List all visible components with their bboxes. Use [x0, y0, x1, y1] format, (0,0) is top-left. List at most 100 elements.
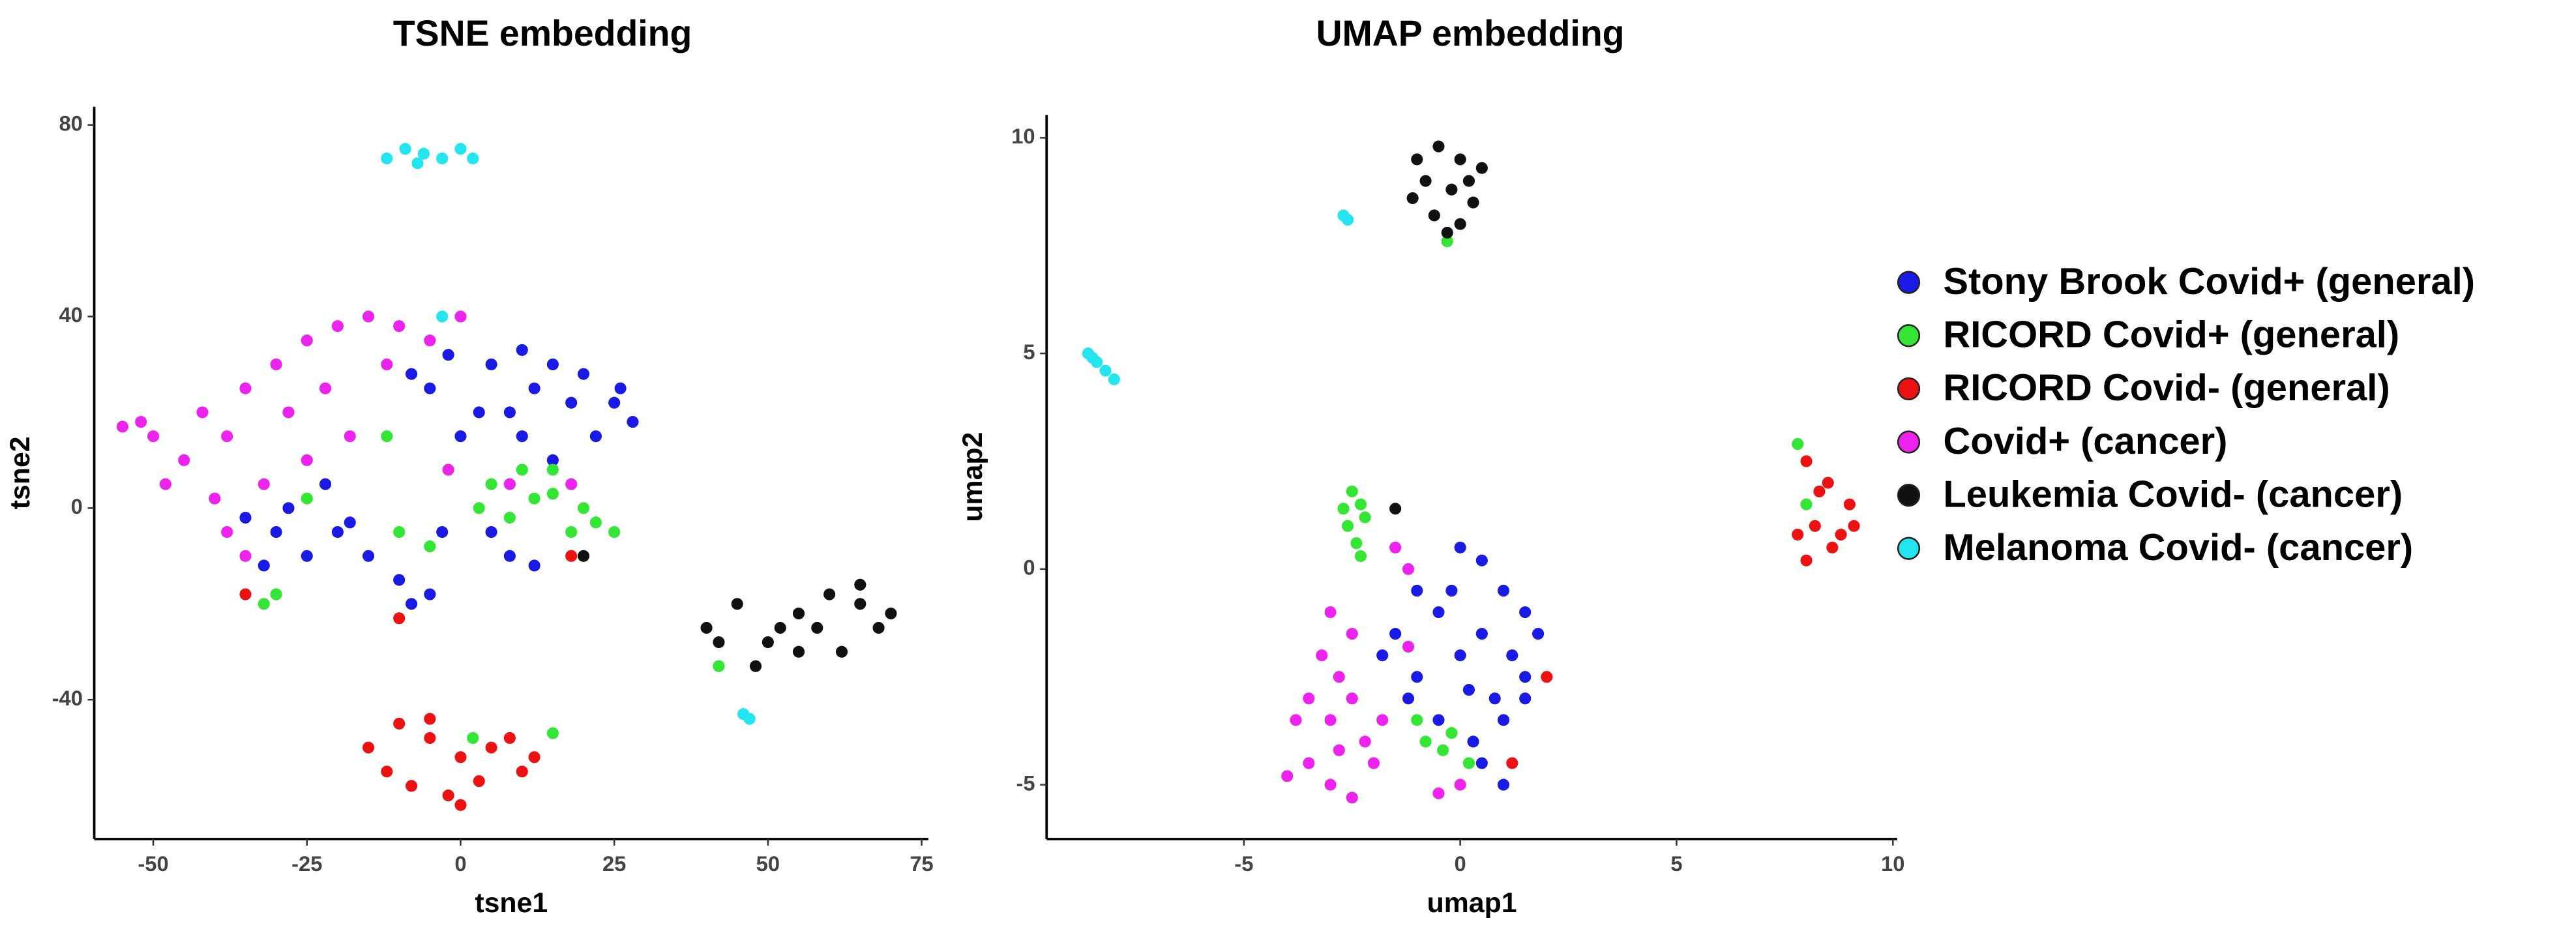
point: [546, 358, 559, 371]
point: [424, 713, 436, 725]
point: [1303, 757, 1315, 769]
point: [1354, 498, 1367, 510]
point: [424, 334, 436, 347]
x-tick-label: -5: [1234, 851, 1253, 876]
x-tick-label: 0: [1455, 851, 1466, 876]
point: [1342, 213, 1354, 226]
point: [436, 152, 449, 165]
point: [411, 157, 424, 170]
point: [528, 382, 540, 394]
point: [301, 550, 313, 562]
point: [528, 492, 540, 505]
point: [393, 574, 406, 586]
point: [1462, 175, 1475, 187]
point: [1359, 511, 1371, 524]
point: [1441, 226, 1453, 239]
point: [417, 147, 430, 160]
point: [473, 406, 485, 419]
point: [178, 454, 190, 466]
point: [546, 488, 559, 500]
point: [1333, 671, 1345, 683]
point: [454, 310, 467, 323]
point: [565, 550, 578, 562]
x-tick-label: -50: [138, 851, 168, 876]
point: [381, 430, 393, 443]
point: [1843, 498, 1856, 510]
point: [1350, 537, 1363, 550]
chart-title: TSNE embedding: [393, 13, 692, 53]
point: [239, 382, 252, 394]
x-tick-label: 10: [1881, 851, 1904, 876]
point: [792, 645, 805, 658]
point: [565, 525, 578, 539]
x-tick-label: 75: [910, 851, 933, 876]
point: [1467, 196, 1479, 209]
point: [1389, 628, 1402, 640]
point: [1506, 757, 1518, 769]
point: [1303, 692, 1315, 705]
point: [1324, 606, 1337, 619]
point: [1541, 671, 1553, 683]
point: [589, 516, 602, 529]
point: [442, 349, 454, 361]
point: [485, 358, 497, 371]
point: [1792, 528, 1804, 541]
point: [393, 525, 406, 539]
point: [1475, 757, 1488, 769]
point: [1316, 649, 1328, 662]
legend-marker: [1897, 324, 1921, 347]
point: [577, 368, 590, 380]
point: [1519, 606, 1532, 619]
point: [1497, 584, 1510, 597]
point: [1086, 351, 1099, 364]
point: [424, 382, 436, 394]
point: [209, 492, 221, 505]
point: [442, 464, 454, 476]
point: [221, 525, 233, 539]
point: [381, 765, 393, 778]
y-tick-label: 0: [1023, 555, 1035, 580]
point: [713, 660, 725, 672]
point: [1437, 744, 1449, 756]
point: [1324, 714, 1337, 726]
x-tick-label: 50: [756, 851, 780, 876]
point: [1519, 671, 1532, 683]
point: [1506, 649, 1518, 662]
point: [1467, 735, 1479, 748]
point: [467, 152, 479, 165]
legend-marker: [1897, 377, 1921, 401]
point: [1848, 520, 1860, 532]
y-tick-label: 0: [71, 494, 83, 518]
point: [1813, 485, 1826, 497]
point: [528, 559, 540, 572]
point: [1800, 498, 1813, 510]
point: [503, 478, 516, 490]
point: [301, 454, 313, 466]
point: [1462, 684, 1475, 696]
point: [872, 621, 885, 634]
point: [301, 492, 313, 505]
point: [1475, 554, 1488, 567]
point: [762, 636, 774, 649]
point: [393, 320, 406, 332]
point: [270, 358, 282, 371]
point: [1432, 606, 1445, 619]
point: [1411, 714, 1423, 726]
point: [792, 607, 805, 620]
point: [1389, 541, 1402, 554]
point: [1445, 584, 1458, 597]
point: [196, 406, 209, 419]
point: [1822, 477, 1834, 489]
point: [1099, 364, 1112, 377]
legend-label: RICORD Covid+ (general): [1943, 314, 2399, 356]
point: [1346, 485, 1358, 497]
point: [743, 713, 756, 725]
point: [381, 152, 393, 165]
point: [1445, 183, 1458, 196]
point: [516, 430, 528, 443]
point: [516, 765, 528, 778]
point: [405, 368, 418, 380]
point: [405, 598, 418, 610]
point: [1411, 671, 1423, 683]
